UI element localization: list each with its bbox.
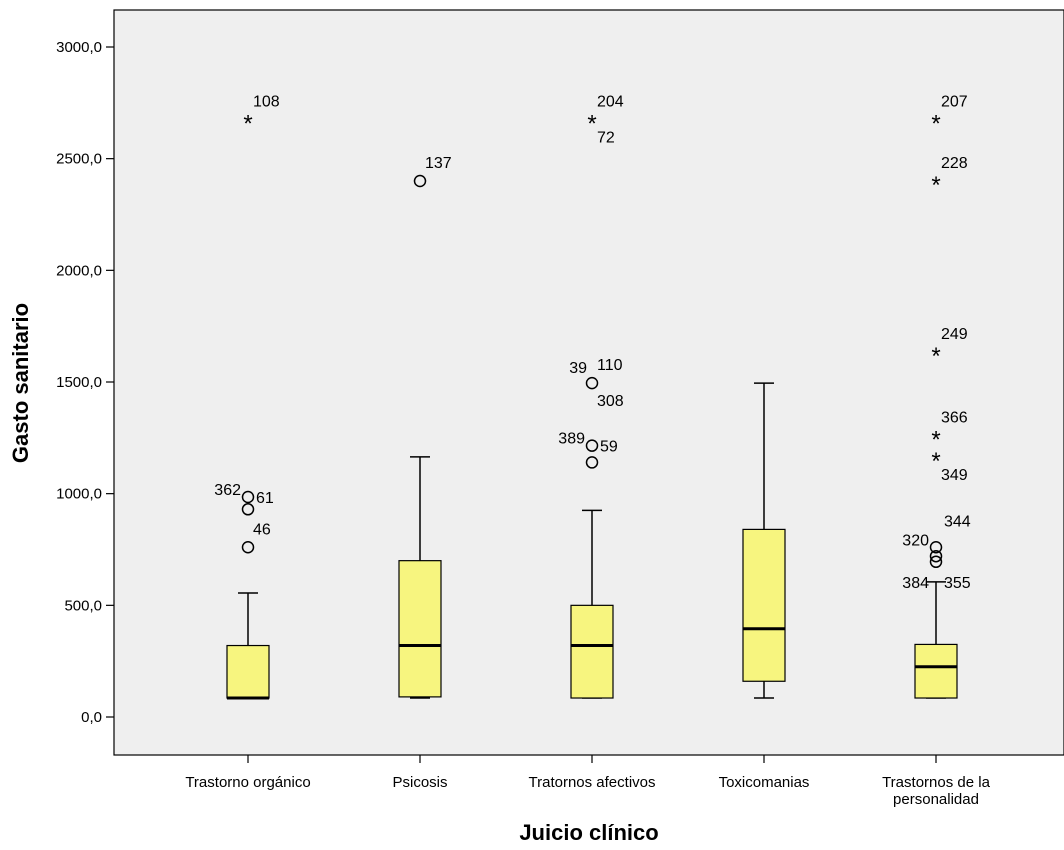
outlier-star: * xyxy=(931,427,940,454)
y-tick-label: 1500,0 xyxy=(56,374,102,391)
x-category-label-line: Trastornos de la xyxy=(882,774,990,791)
outlier-label: 320 xyxy=(902,532,929,549)
y-tick-label: 1000,0 xyxy=(56,486,102,503)
x-category-label-line: Tratornos afectivos xyxy=(529,774,656,791)
outlier-circle xyxy=(929,541,943,554)
outlier-label: 349 xyxy=(941,467,968,484)
outlier-circle xyxy=(929,549,943,563)
box-group: 362 61 46 *108 xyxy=(214,94,280,700)
box-group: 389 59 39 110 308 *204 72 xyxy=(558,94,624,699)
y-axis-title: Gasto sanitario xyxy=(8,303,33,463)
outlier-label: 108 xyxy=(253,94,280,111)
outlier-label: 355 xyxy=(944,575,971,592)
outlier-circle xyxy=(241,503,255,516)
outlier-star: * xyxy=(931,111,940,138)
x-category-label-line: personalidad xyxy=(893,791,979,808)
y-tick-label: 3000,0 xyxy=(56,39,102,56)
y-axis: 0,0 500,0 1000,0 1500,0 2000,0 2500,0 3000,0 xyxy=(56,39,114,726)
x-axis-title: Juicio clínico xyxy=(519,820,658,845)
outlier-label: 46 xyxy=(253,521,271,538)
box-iqr xyxy=(398,560,442,698)
x-category-label: Toxicomanias xyxy=(719,774,810,791)
x-axis: Trastorno orgánico Psicosis Tratornos afec… xyxy=(185,755,991,808)
outlier-label: 110 xyxy=(597,357,623,374)
outlier-circle xyxy=(241,541,255,554)
outlier-label: 362 xyxy=(214,482,241,499)
outlier-circle xyxy=(585,439,599,452)
box-iqr xyxy=(742,528,786,682)
box-group xyxy=(742,382,786,699)
x-category-label: Psicosis xyxy=(392,774,447,791)
outlier-star: * xyxy=(587,111,596,138)
outlier-label: 204 xyxy=(597,94,624,111)
outlier-star: * xyxy=(931,343,940,370)
outlier-label: 384 xyxy=(902,575,929,592)
outlier-circle xyxy=(241,490,255,504)
outlier-label: 344 xyxy=(944,513,971,530)
outlier-label: 249 xyxy=(941,326,968,343)
y-tick-label: 2500,0 xyxy=(56,151,102,168)
y-tick-label: 0,0 xyxy=(81,709,102,726)
box-iqr xyxy=(570,604,614,699)
outlier-label: 59 xyxy=(600,439,618,456)
outlier-label: 72 xyxy=(597,130,615,147)
outlier-label: 39 xyxy=(569,360,587,377)
outlier-circle xyxy=(413,174,427,188)
x-category-label: Trastorno orgánico xyxy=(185,774,310,791)
outlier-circle xyxy=(585,376,599,390)
outlier-star: * xyxy=(931,448,940,475)
x-category-label: Tratornos afectivos xyxy=(529,774,656,791)
box-iqr xyxy=(914,643,958,699)
outlier-label: 137 xyxy=(425,155,452,172)
x-category-label: Trastornos de la personalidad xyxy=(882,774,990,808)
outlier-label: 228 xyxy=(941,155,968,172)
box-group: 137 xyxy=(398,155,452,699)
outlier-label: 61 xyxy=(256,490,274,507)
x-category-label-line: Trastorno orgánico xyxy=(185,774,310,791)
outlier-label: 308 xyxy=(597,393,624,410)
outlier-circle xyxy=(929,555,943,569)
outlier-star: * xyxy=(243,111,252,138)
x-category-label-line: Psicosis xyxy=(392,774,447,791)
y-tick-label: 2000,0 xyxy=(56,262,102,279)
x-category-label-line: Toxicomanias xyxy=(719,774,810,791)
outlier-label: 366 xyxy=(941,410,968,427)
box-iqr xyxy=(226,644,270,699)
y-tick-label: 500,0 xyxy=(64,597,102,614)
outlier-label: 389 xyxy=(558,431,585,448)
outlier-label: 207 xyxy=(941,94,968,111)
outlier-circle xyxy=(585,456,599,469)
outlier-star: * xyxy=(931,172,940,199)
